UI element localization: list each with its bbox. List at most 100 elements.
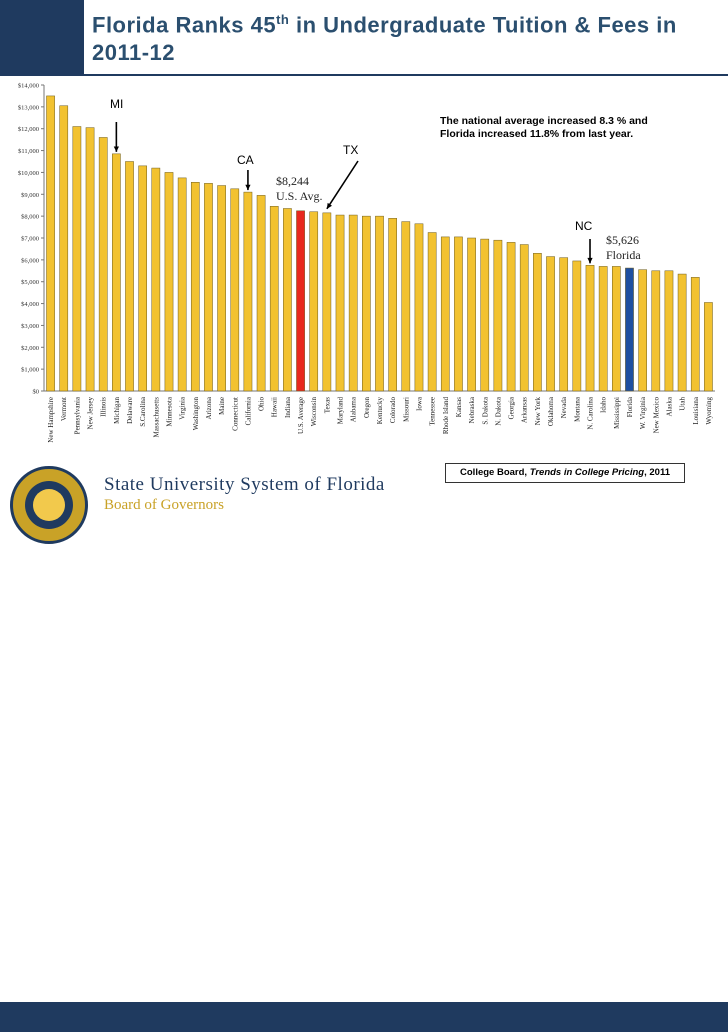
x-tick-label: Vermont	[60, 397, 68, 421]
bar	[440, 236, 450, 392]
y-tick-label: $2,000	[21, 345, 39, 352]
bar	[559, 257, 569, 392]
bar	[217, 185, 226, 392]
y-tick-label: $4,000	[21, 301, 39, 308]
x-tick-label: Alaska	[665, 396, 673, 416]
x-tick-label: Virginia	[179, 396, 187, 420]
x-tick-label: U.S. Average	[297, 397, 305, 434]
x-tick-label: S. Dakota	[481, 396, 489, 425]
bar	[401, 221, 411, 392]
bar	[572, 260, 582, 392]
arrow-tx	[326, 160, 359, 210]
y-tick-label: $7,000	[21, 236, 39, 243]
x-tick-label: Wisconsin	[310, 397, 318, 427]
x-tick-label: Idaho	[600, 397, 608, 413]
tuition-bar-chart: $0 $1,000 $2,000 $3,000 $4,000 $5,000 $6,000 $7…	[18, 83, 715, 443]
bar	[664, 270, 674, 392]
x-tick-label: Iowa	[415, 396, 423, 411]
x-tick-label: Arkansas	[521, 397, 529, 423]
x-tick-label: Connecticut	[231, 397, 239, 431]
y-tick-label: $8,000	[21, 214, 39, 221]
bar	[269, 206, 279, 392]
us-avg-value: $8,244	[276, 174, 309, 188]
arrow-tx-head	[326, 202, 333, 209]
bar	[283, 208, 292, 392]
x-tick-label: Rhode Island	[442, 397, 450, 435]
bar	[506, 242, 516, 392]
y-tick-label: $11,000	[18, 148, 39, 155]
bar	[651, 270, 661, 392]
x-tick-label: Washington	[192, 397, 200, 431]
x-tick-label: Utah	[679, 397, 687, 411]
x-tick-label: Kentucky	[376, 397, 384, 425]
arrow-nc-head	[587, 257, 593, 264]
x-tick-label: Florida	[626, 396, 634, 417]
x-tick-label: W. Virginia	[639, 396, 647, 429]
x-tick-label: Minnesota	[165, 396, 173, 426]
bar	[125, 161, 134, 392]
brand-name: State University System of Florida	[104, 474, 385, 495]
us-avg-label: U.S. Avg.	[276, 189, 323, 203]
bar	[59, 105, 69, 392]
bar	[467, 237, 476, 392]
bar	[243, 191, 253, 392]
source-post: , 2011	[644, 467, 670, 478]
bar	[598, 266, 608, 392]
y-tick-label: $6,000	[21, 257, 39, 264]
x-tick-label: Mississippi	[613, 397, 621, 429]
x-tick-label: New York	[534, 397, 542, 426]
x-tick-label: Massachusetts	[152, 397, 160, 438]
title-sup: th	[276, 12, 290, 27]
x-tick-label: Colorado	[389, 397, 397, 424]
annotation-nc: NC	[575, 219, 593, 233]
bar	[151, 167, 161, 392]
bar	[546, 256, 555, 392]
x-tick-label: Wyoming	[705, 397, 713, 425]
title-accent	[0, 0, 84, 74]
x-tick-label: Pennsylvania	[73, 396, 81, 434]
footer-band	[0, 1002, 728, 1032]
bar	[625, 267, 634, 392]
annotation-tx: TX	[343, 143, 359, 157]
x-tick-label: Indiana	[284, 396, 292, 418]
florida-value: $5,626	[606, 233, 639, 247]
y-tick-label: $0	[33, 389, 40, 396]
y-tick-label: $5,000	[21, 279, 39, 286]
bar	[204, 183, 213, 392]
x-tick-label: Georgia	[508, 396, 516, 419]
x-tick-label: Kansas	[455, 397, 463, 417]
y-tick-label: $3,000	[21, 323, 39, 330]
arrow-ca-head	[245, 184, 251, 191]
arrow-mi-head	[113, 146, 119, 152]
state-seal-logo	[10, 466, 88, 544]
bar	[375, 215, 384, 392]
bar	[533, 253, 542, 392]
x-tick-label: Missouri	[402, 397, 410, 422]
x-tick-label: Michigan	[113, 397, 121, 424]
bar	[480, 238, 490, 392]
trend-note: The national average increased 8.3 % and…	[440, 115, 648, 140]
bar	[256, 195, 266, 392]
y-tick-label: $9,000	[21, 192, 39, 199]
bar	[638, 269, 647, 392]
bar	[322, 212, 332, 392]
bar	[98, 137, 108, 392]
y-tick-label: $14,000	[18, 83, 39, 90]
title-pre: Florida Ranks 45	[92, 12, 277, 38]
florida-label: Florida	[606, 248, 641, 262]
x-tick-label: Oklahoma	[547, 396, 555, 426]
website-link[interactable]: www.flbog.edu	[600, 520, 692, 535]
x-tick-label: New Hampshire	[47, 397, 55, 443]
y-tick-label: $12,000	[18, 126, 39, 133]
x-tick-label: Nevada	[560, 396, 568, 418]
source-citation: College Board, Trends in College Pricing…	[445, 463, 685, 483]
x-tick-label: New Jersey	[87, 397, 95, 430]
bar	[677, 273, 687, 392]
bar	[85, 127, 95, 392]
bar	[335, 214, 345, 392]
bar	[296, 210, 305, 392]
x-tick-label: Hawaii	[271, 397, 279, 417]
bar	[690, 277, 700, 392]
x-tick-label: S.Carolina	[139, 396, 147, 427]
bar	[309, 211, 319, 392]
